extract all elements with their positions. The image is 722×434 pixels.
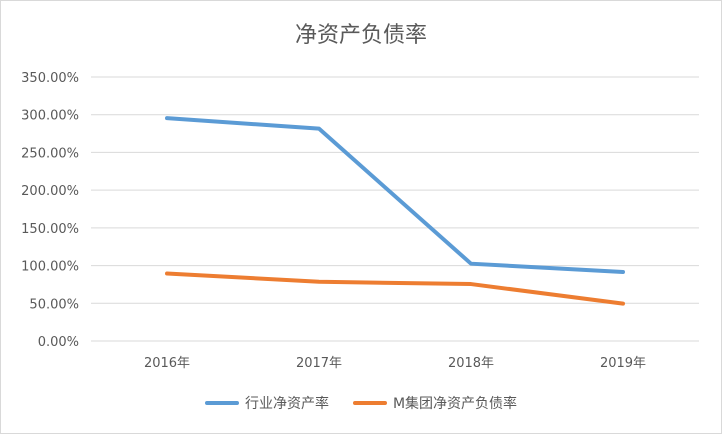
series-line-0 (165, 116, 625, 274)
y-tick-label: 250.00% (21, 146, 79, 161)
x-tick-label: 2016年 (144, 356, 190, 371)
legend-label-m-group: M集团净资产负债率 (392, 396, 518, 412)
x-tick-label: 2017年 (296, 356, 342, 371)
y-tick-label: 200.00% (21, 184, 79, 199)
legend-label-industry: 行业净资产率 (244, 396, 329, 412)
y-tick-label: 150.00% (21, 222, 79, 237)
x-tick-label: 2018年 (448, 356, 494, 371)
y-tick-label: 100.00% (21, 260, 79, 275)
x-tick-label: 2019年 (600, 356, 646, 371)
legend-swatch-m-group (352, 401, 387, 405)
chart-title: 净资产负债率 (294, 23, 427, 48)
legend-item-m-group: M集团净资产负债率 (352, 393, 518, 413)
y-tick-label: 300.00% (21, 109, 79, 124)
y-tick-label: 50.00% (29, 297, 79, 312)
legend-item-industry: 行业净资产率 (204, 393, 329, 413)
legend-swatch-industry (204, 401, 239, 405)
y-tick-label: 350.00% (21, 71, 79, 86)
y-tick-label: 0.00% (38, 335, 79, 350)
legend: 行业净资产率 M集团净资产负债率 (1, 393, 721, 413)
series-line-1 (165, 271, 625, 306)
